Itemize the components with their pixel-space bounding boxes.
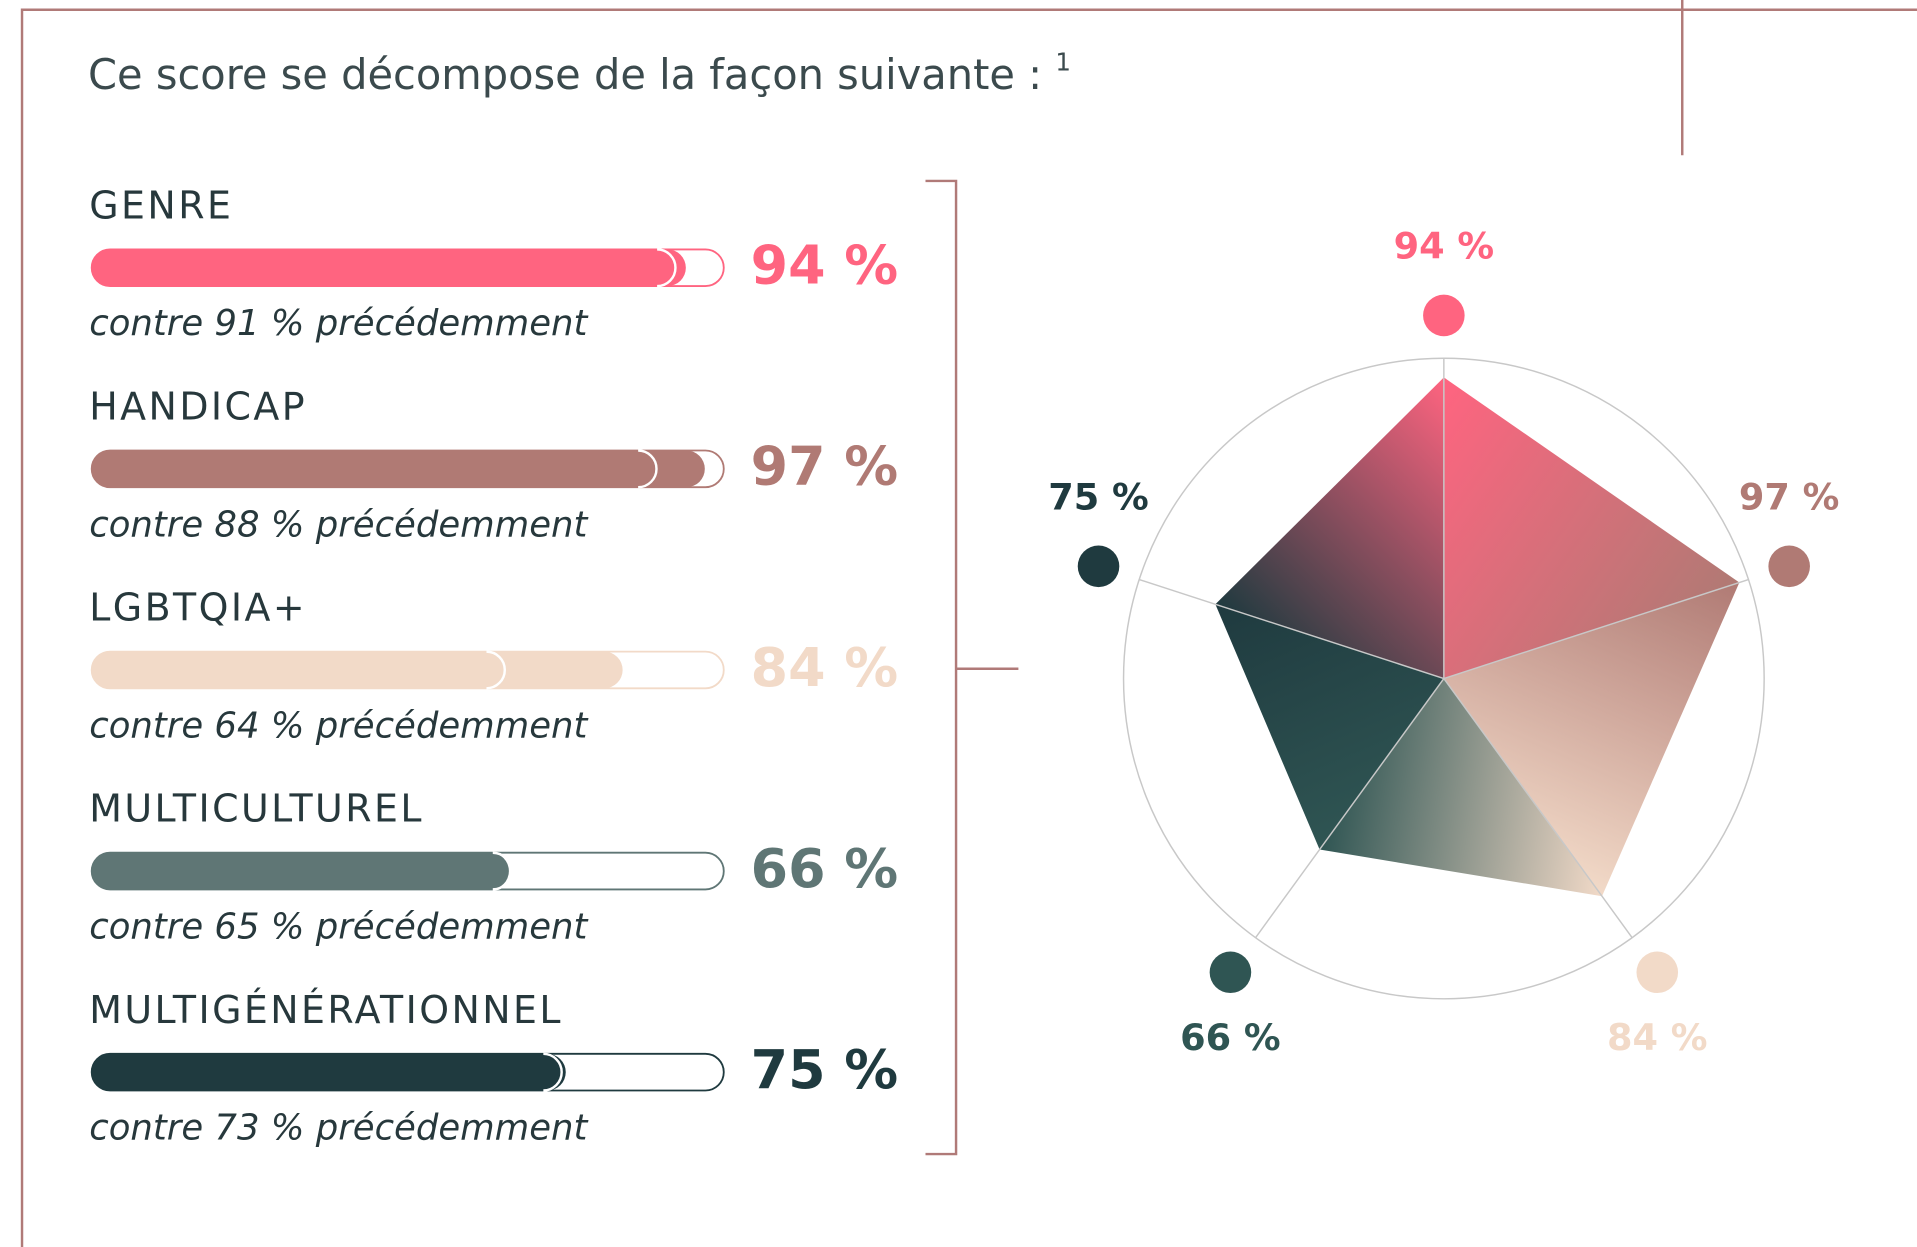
value-label: 94 %: [751, 234, 898, 297]
note: contre 91 % précédemment: [89, 303, 588, 344]
radar-sector: [1319, 678, 1603, 897]
note: contre 88 % précédemment: [89, 504, 588, 545]
bar: [91, 1053, 566, 1091]
frame: [20, 0, 1917, 1247]
radar-sector: [1215, 377, 1444, 679]
previous-marker: [638, 449, 658, 489]
radar-sector: [1443, 582, 1740, 897]
previous-marker: [543, 1052, 563, 1092]
note: contre 65 % précédemment: [89, 907, 588, 948]
radar-sector: [1215, 604, 1444, 850]
spoke: [1443, 578, 1749, 680]
spoke: [1254, 678, 1445, 939]
radar-value-label: 66 %: [1180, 1016, 1281, 1059]
note: contre 64 % précédemment: [89, 705, 588, 746]
value-label: 97 %: [751, 435, 898, 498]
spoke: [1138, 578, 1445, 680]
bar: [91, 249, 686, 287]
bar: [91, 852, 509, 890]
spoke: [1443, 678, 1633, 939]
radar-dot: [1768, 545, 1810, 588]
value-label: 75 %: [751, 1038, 898, 1101]
radar-value-label: 97 %: [1739, 476, 1840, 519]
footnote-mark: 1: [1055, 48, 1071, 77]
radar-dot: [1423, 294, 1465, 337]
category-label: GENRE: [89, 183, 233, 227]
previous-marker: [486, 650, 506, 690]
category-label: HANDICAP: [89, 384, 307, 428]
category-label: MULTIGÉNÉRATIONNEL: [89, 988, 563, 1032]
radar-sector: [1443, 377, 1740, 679]
previous-marker: [657, 248, 677, 288]
title: Ce score se décompose de la façon suivan…: [88, 48, 1071, 100]
radar-dot: [1636, 951, 1679, 994]
value-label: 66 %: [751, 837, 898, 900]
previous-marker: [492, 851, 513, 891]
radar-value-label: 94 %: [1394, 225, 1495, 268]
bar: [91, 450, 705, 488]
value-label: 84 %: [751, 636, 898, 699]
bar: [91, 651, 623, 689]
category-label: LGBTQIA+: [89, 586, 307, 630]
radar-value-label: 84 %: [1607, 1016, 1708, 1059]
category-label: MULTICULTUREL: [89, 787, 424, 831]
title-text: Ce score se décompose de la façon suivan…: [88, 50, 1042, 99]
radar-dot: [1209, 951, 1252, 994]
note: contre 73 % précédemment: [89, 1108, 588, 1149]
bracket: [925, 179, 1019, 1156]
radar-dot: [1077, 545, 1120, 588]
radar-value-label: 75 %: [1048, 476, 1149, 519]
